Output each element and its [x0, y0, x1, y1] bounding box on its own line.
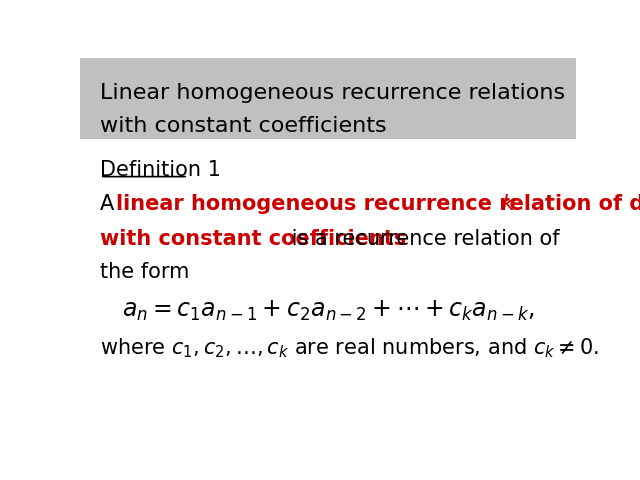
Text: $\mathit{k}$: $\mathit{k}$	[500, 193, 516, 214]
Text: the form: the form	[100, 262, 189, 282]
Text: where $c_1, c_2, \ldots, c_k$ are real numbers, and $c_k \neq 0$.: where $c_1, c_2, \ldots, c_k$ are real n…	[100, 336, 599, 360]
Text: is a recurrence relation of: is a recurrence relation of	[285, 228, 560, 249]
Text: Definition 1: Definition 1	[100, 160, 221, 180]
FancyBboxPatch shape	[80, 58, 576, 139]
Text: with constant coefficients: with constant coefficients	[100, 116, 387, 136]
Text: with constant coefficients: with constant coefficients	[100, 228, 406, 249]
Text: linear homogeneous recurrence relation of degree: linear homogeneous recurrence relation o…	[116, 193, 640, 214]
Text: Linear homogeneous recurrence relations: Linear homogeneous recurrence relations	[100, 83, 565, 103]
Text: $a_n = c_1a_{n-1} + c_2a_{n-2} + \cdots + c_ka_{n-k},$: $a_n = c_1a_{n-1} + c_2a_{n-2} + \cdots …	[122, 299, 534, 323]
Text: A: A	[100, 193, 121, 214]
